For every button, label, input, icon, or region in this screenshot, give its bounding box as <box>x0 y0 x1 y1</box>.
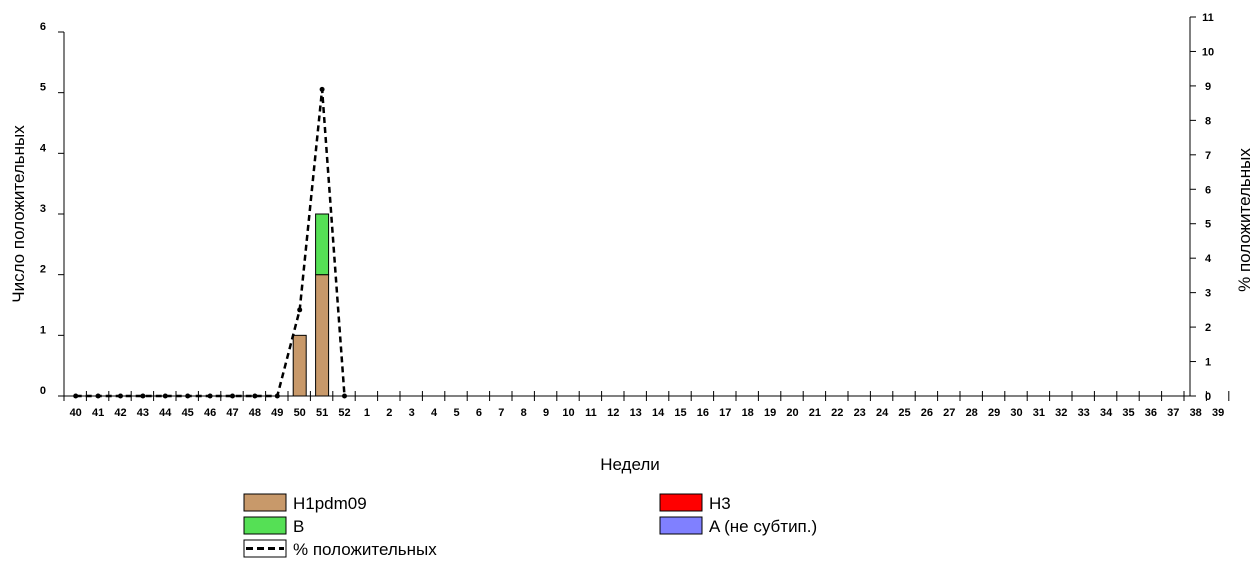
y2-tick-label: 9 <box>1205 81 1211 93</box>
x-tick-label: 41 <box>92 407 104 419</box>
x-tick-label: 31 <box>1033 407 1045 419</box>
x-tick-label: 48 <box>249 407 261 419</box>
x-tick-label: 15 <box>674 407 686 419</box>
x-tick-label: 28 <box>966 407 978 419</box>
x-tick-label: 20 <box>786 407 798 419</box>
legend-label: B <box>293 517 304 536</box>
x-tick-label: 35 <box>1122 407 1134 419</box>
bar-h1pdm09-week-50 <box>292 334 307 397</box>
x-tick-label: 33 <box>1078 407 1090 419</box>
legend-label: H1pdm09 <box>293 494 367 513</box>
x-tick-label: 44 <box>159 407 172 419</box>
x-tick-label: 49 <box>271 407 283 419</box>
legend-label: % положительных <box>293 540 437 559</box>
y-tick-label: 5 <box>40 82 46 94</box>
x-tick-label: 6 <box>476 407 482 419</box>
legend-swatch <box>243 493 287 512</box>
percent-point-week-50 <box>297 307 303 313</box>
legend-swatch <box>659 493 703 512</box>
y2-tick-label: 2 <box>1205 322 1211 334</box>
y-tick-label: 2 <box>40 264 46 276</box>
x-tick-label: 22 <box>831 407 843 419</box>
x-tick-label: 8 <box>521 407 527 419</box>
x-tick-label: 26 <box>921 407 933 419</box>
x-tick-label: 38 <box>1190 407 1202 419</box>
x-tick-label: 25 <box>898 407 910 419</box>
legend-label: A (не субтип.) <box>709 517 817 536</box>
x-tick-label: 47 <box>226 407 238 419</box>
x-axis-title: Недели <box>600 455 660 474</box>
x-tick-label: 29 <box>988 407 1000 419</box>
x-tick-label: 52 <box>338 407 350 419</box>
x-tick-label: 34 <box>1100 407 1113 419</box>
y2-tick-label: 10 <box>1202 46 1214 58</box>
x-tick-label: 5 <box>453 407 459 419</box>
legend: H1pdm09 H3 B A (не субтип.) % положительных <box>243 493 817 559</box>
x-tick-label: 23 <box>854 407 866 419</box>
x-tick-label: 32 <box>1055 407 1067 419</box>
x-tick-label: 24 <box>876 407 889 419</box>
x-tick-label: 2 <box>386 407 392 419</box>
x-tick-label: 13 <box>630 407 642 419</box>
x-tick-label: 51 <box>316 407 328 419</box>
x-tick-label: 11 <box>585 407 597 419</box>
x-tick-label: 45 <box>182 407 194 419</box>
x-tick-label: 21 <box>809 407 821 419</box>
x-tick-label: 1 <box>364 407 370 419</box>
x-tick-label: 30 <box>1010 407 1022 419</box>
x-tick-label: 10 <box>562 407 574 419</box>
legend-label: H3 <box>709 494 731 513</box>
x-tick-label: 18 <box>742 407 754 419</box>
x-tick-label: 19 <box>764 407 776 419</box>
y2-tick-label: 11 <box>1202 12 1214 24</box>
y2-tick-label: 6 <box>1205 184 1211 196</box>
x-tick-label: 27 <box>943 407 955 419</box>
y-axis-title: Число положительных <box>9 125 28 303</box>
x-tick-label: 39 <box>1212 407 1224 419</box>
bar-h1pdm09-week-51 <box>315 274 330 397</box>
x-tick-label: 3 <box>409 407 415 419</box>
x-tick-label: 7 <box>498 407 504 419</box>
y2-tick-label: 8 <box>1205 115 1211 127</box>
legend-swatch-line-box <box>243 539 287 558</box>
x-tick-label: 36 <box>1145 407 1157 419</box>
x-tick-label: 4 <box>431 407 438 419</box>
bar-b-week-51 <box>315 213 330 276</box>
x-tick-label: 12 <box>607 407 619 419</box>
y2-axis-title: % положительных <box>1235 148 1254 292</box>
percent-point-week-51 <box>319 86 325 92</box>
x-tick-label: 40 <box>70 407 82 419</box>
x-tick-label: 14 <box>652 407 665 419</box>
y2-tick-label: 3 <box>1205 288 1211 300</box>
y2-tick-label: 0 <box>1205 391 1211 403</box>
x-tick-label: 46 <box>204 407 216 419</box>
x-tick-label: 50 <box>294 407 306 419</box>
y2-tick-label: 1 <box>1205 357 1211 369</box>
y-tick-label: 1 <box>40 324 46 336</box>
y-tick-label: 4 <box>40 142 47 154</box>
y-tick-label: 3 <box>40 203 46 215</box>
x-tick-label: 9 <box>543 407 549 419</box>
x-tick-label: 37 <box>1167 407 1179 419</box>
y-tick-label: 6 <box>40 21 46 33</box>
x-tick-label: 42 <box>114 407 126 419</box>
legend-swatch <box>659 516 703 535</box>
x-tick-label: 16 <box>697 407 709 419</box>
x-tick-label: 17 <box>719 407 731 419</box>
y2-tick-label: 5 <box>1205 219 1211 231</box>
bars-layer <box>292 213 330 397</box>
y2-tick-label: 7 <box>1205 150 1211 162</box>
y-tick-label: 0 <box>40 385 46 397</box>
x-tick-label: 43 <box>137 407 149 419</box>
y2-tick-label: 4 <box>1205 253 1212 265</box>
legend-swatch <box>243 516 287 535</box>
